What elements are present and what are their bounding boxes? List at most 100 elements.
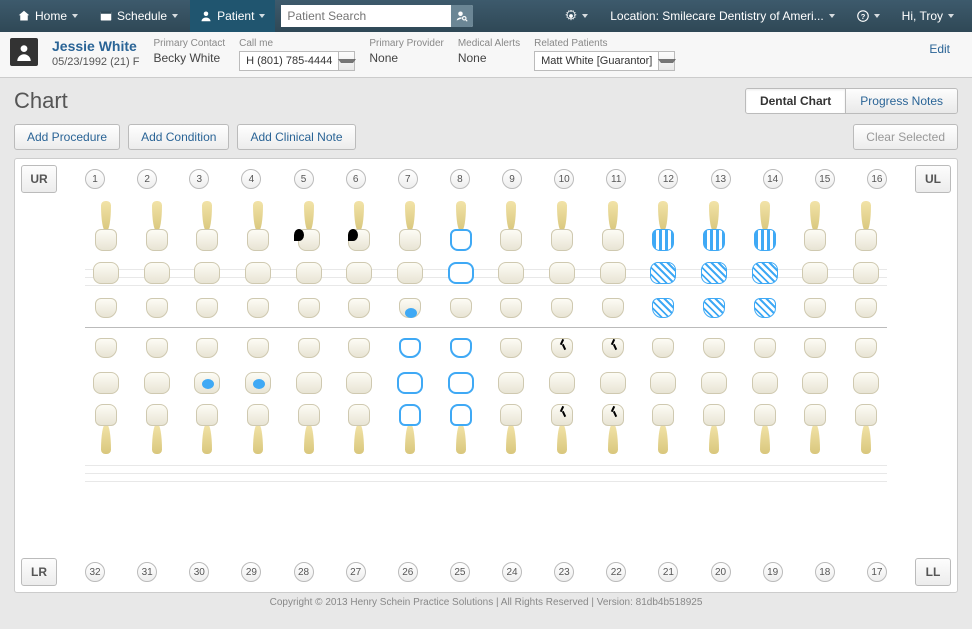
tooth-number-25[interactable]: 25 <box>450 562 470 582</box>
tooth-number-14[interactable]: 14 <box>763 169 783 189</box>
tooth-cell[interactable] <box>541 201 583 251</box>
tooth-cell[interactable] <box>794 298 836 318</box>
tooth-number-1[interactable]: 1 <box>85 169 105 189</box>
tooth-cell[interactable] <box>693 262 735 284</box>
tooth-cell[interactable] <box>389 201 431 251</box>
nav-settings[interactable] <box>555 0 598 32</box>
tooth-number-13[interactable]: 13 <box>711 169 731 189</box>
tooth-cell[interactable] <box>186 338 228 358</box>
tooth-cell[interactable] <box>440 404 482 454</box>
tooth-cell[interactable] <box>136 404 178 454</box>
tooth-cell[interactable] <box>744 201 786 251</box>
tooth-cell[interactable] <box>490 372 532 394</box>
tooth-number-3[interactable]: 3 <box>189 169 209 189</box>
tooth-cell[interactable] <box>288 372 330 394</box>
tooth-cell[interactable] <box>288 338 330 358</box>
tooth-cell[interactable] <box>338 262 380 284</box>
tooth-cell[interactable] <box>338 201 380 251</box>
related-dropdown-button[interactable] <box>658 52 674 70</box>
tooth-cell[interactable] <box>490 404 532 454</box>
tooth-cell[interactable] <box>440 201 482 251</box>
tooth-cell[interactable] <box>845 298 887 318</box>
tooth-cell[interactable] <box>541 298 583 318</box>
tooth-cell[interactable] <box>288 298 330 318</box>
tooth-number-15[interactable]: 15 <box>815 169 835 189</box>
tooth-cell[interactable] <box>845 404 887 454</box>
tooth-cell[interactable] <box>693 404 735 454</box>
tooth-cell[interactable] <box>338 338 380 358</box>
tooth-cell[interactable] <box>186 262 228 284</box>
tooth-cell[interactable] <box>744 404 786 454</box>
tooth-cell[interactable] <box>288 201 330 251</box>
tooth-cell[interactable] <box>389 262 431 284</box>
tooth-cell[interactable] <box>136 298 178 318</box>
tooth-cell[interactable] <box>389 338 431 358</box>
nav-help[interactable]: ? <box>847 0 890 32</box>
quadrant-ll[interactable]: LL <box>915 558 951 586</box>
tooth-number-10[interactable]: 10 <box>554 169 574 189</box>
tooth-cell[interactable] <box>693 372 735 394</box>
tooth-number-4[interactable]: 4 <box>241 169 261 189</box>
tooth-cell[interactable] <box>693 201 735 251</box>
tooth-number-26[interactable]: 26 <box>398 562 418 582</box>
add-procedure-button[interactable]: Add Procedure <box>14 124 120 150</box>
tooth-cell[interactable] <box>237 201 279 251</box>
edit-patient-link[interactable]: Edit <box>929 38 962 56</box>
tooth-cell[interactable] <box>237 372 279 394</box>
tooth-cell[interactable] <box>136 338 178 358</box>
tooth-cell[interactable] <box>237 404 279 454</box>
tooth-number-2[interactable]: 2 <box>137 169 157 189</box>
tooth-cell[interactable] <box>642 262 684 284</box>
tooth-cell[interactable] <box>186 201 228 251</box>
tooth-cell[interactable] <box>136 201 178 251</box>
tooth-cell[interactable] <box>845 338 887 358</box>
tooth-number-11[interactable]: 11 <box>606 169 626 189</box>
tooth-number-20[interactable]: 20 <box>711 562 731 582</box>
nav-home[interactable]: Home <box>8 0 88 32</box>
tooth-cell[interactable] <box>642 404 684 454</box>
tab-progress-notes[interactable]: Progress Notes <box>845 89 957 113</box>
tooth-cell[interactable] <box>490 262 532 284</box>
tooth-number-17[interactable]: 17 <box>867 562 887 582</box>
tooth-cell[interactable] <box>744 298 786 318</box>
add-clinical-note-button[interactable]: Add Clinical Note <box>237 124 355 150</box>
tooth-cell[interactable] <box>85 372 127 394</box>
tooth-cell[interactable] <box>389 372 431 394</box>
tooth-number-30[interactable]: 30 <box>189 562 209 582</box>
tab-dental-chart[interactable]: Dental Chart <box>746 89 845 113</box>
tooth-cell[interactable] <box>693 338 735 358</box>
tooth-cell[interactable] <box>237 298 279 318</box>
tooth-cell[interactable] <box>440 298 482 318</box>
tooth-cell[interactable] <box>338 404 380 454</box>
tooth-cell[interactable] <box>541 262 583 284</box>
tooth-cell[interactable] <box>85 338 127 358</box>
tooth-cell[interactable] <box>237 338 279 358</box>
tooth-cell[interactable] <box>592 404 634 454</box>
tooth-number-5[interactable]: 5 <box>294 169 314 189</box>
tooth-number-6[interactable]: 6 <box>346 169 366 189</box>
tooth-cell[interactable] <box>288 262 330 284</box>
tooth-cell[interactable] <box>744 338 786 358</box>
tooth-cell[interactable] <box>186 372 228 394</box>
tooth-number-12[interactable]: 12 <box>658 169 678 189</box>
tooth-cell[interactable] <box>85 201 127 251</box>
tooth-number-18[interactable]: 18 <box>815 562 835 582</box>
tooth-cell[interactable] <box>338 298 380 318</box>
quadrant-ul[interactable]: UL <box>915 165 951 193</box>
tooth-cell[interactable] <box>693 298 735 318</box>
clear-selected-button[interactable]: Clear Selected <box>853 124 958 150</box>
tooth-cell[interactable] <box>794 338 836 358</box>
tooth-cell[interactable] <box>541 372 583 394</box>
tooth-cell[interactable] <box>440 372 482 394</box>
tooth-cell[interactable] <box>592 372 634 394</box>
tooth-cell[interactable] <box>85 404 127 454</box>
tooth-cell[interactable] <box>794 404 836 454</box>
tooth-number-7[interactable]: 7 <box>398 169 418 189</box>
callme-select[interactable]: H (801) 785-4444 <box>239 51 355 71</box>
tooth-cell[interactable] <box>541 338 583 358</box>
tooth-number-29[interactable]: 29 <box>241 562 261 582</box>
tooth-cell[interactable] <box>794 262 836 284</box>
tooth-cell[interactable] <box>642 372 684 394</box>
nav-schedule[interactable]: Schedule <box>90 0 188 32</box>
tooth-number-19[interactable]: 19 <box>763 562 783 582</box>
